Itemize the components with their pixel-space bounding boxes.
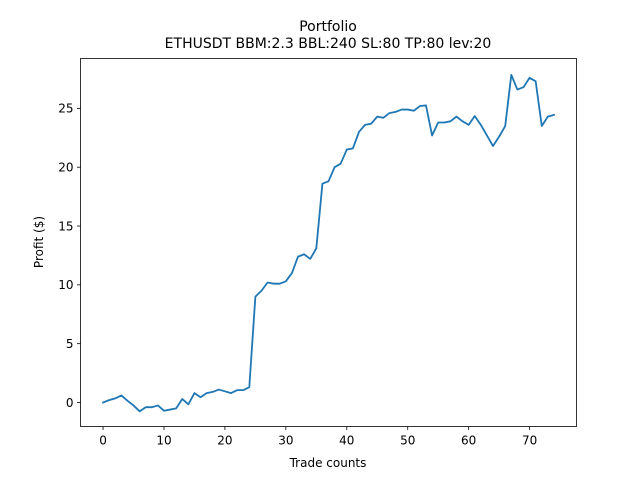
y-tick-label: 0 [66,396,74,410]
x-tick-label: 70 [522,434,537,448]
y-tick-label: 15 [58,219,73,233]
x-tick-label: 0 [99,434,107,448]
series-line [101,73,556,413]
x-tick-label: 30 [278,434,293,448]
plot-area: 0 10 20 30 40 50 60 70 0 5 10 15 20 25 [58,58,577,448]
x-tick-label: 40 [339,434,354,448]
x-tick-label: 50 [400,434,415,448]
x-tick-label: 20 [217,434,232,448]
axes-frame [80,58,577,427]
series-layer [101,73,556,413]
y-tick-label: 5 [66,337,74,351]
y-axis-label: Profit ($) [32,216,46,268]
y-tick-label: 10 [58,278,73,292]
x-axis-label: Trade counts [289,456,367,470]
y-tick-label: 25 [58,102,73,116]
y-tick-label: 20 [58,161,73,175]
chart-subtitle: ETHUSDT BBM:2.3 BBL:240 SL:80 TP:80 lev:… [165,36,492,52]
x-axis-ticks: 0 10 20 30 40 50 60 70 [99,426,537,448]
x-tick-label: 10 [156,434,171,448]
x-tick-label: 60 [461,434,476,448]
chart-title: Portfolio [299,19,357,35]
y-axis-ticks: 0 5 10 15 20 25 [58,102,81,410]
